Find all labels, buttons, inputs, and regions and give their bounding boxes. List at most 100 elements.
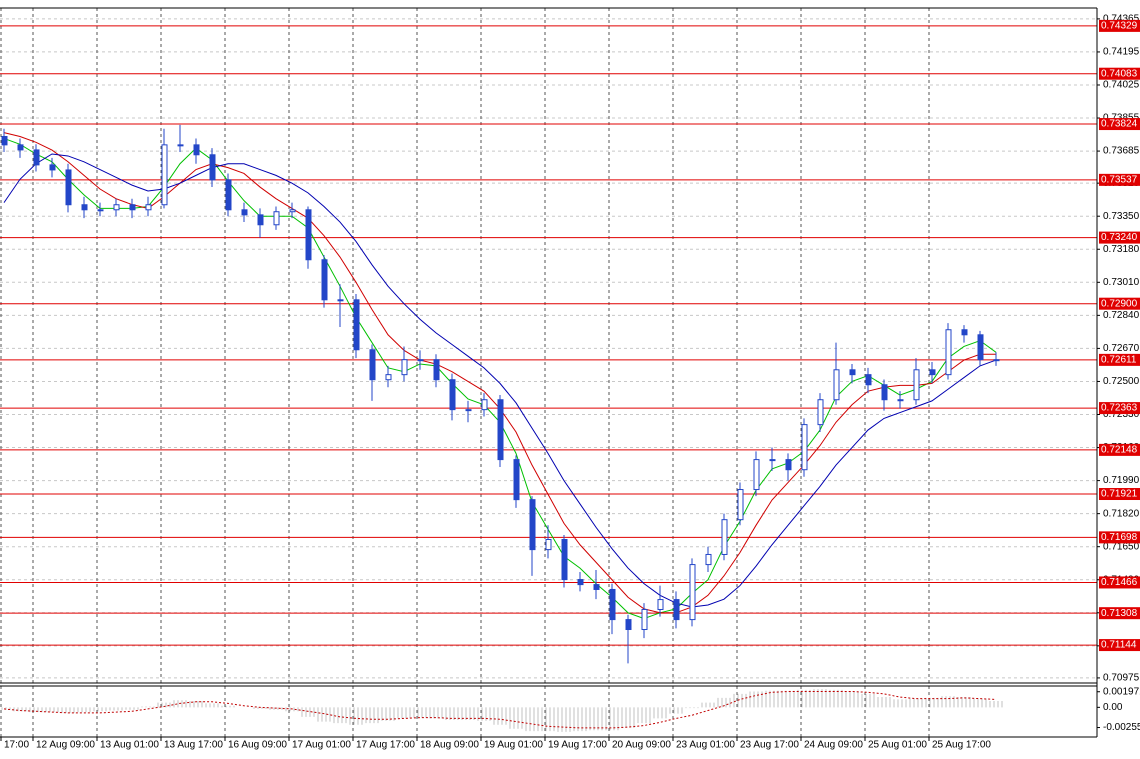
candle-body	[833, 369, 840, 401]
level-label: 0.71144	[1101, 640, 1137, 651]
x-tick-label: 19 Aug 17:00	[548, 740, 607, 751]
candle-body	[129, 204, 136, 211]
level-tag	[1099, 607, 1140, 620]
candle-body	[497, 399, 504, 461]
candle-body	[881, 384, 888, 401]
y-tick-label: 0.71820	[1103, 508, 1140, 519]
candle-body	[337, 299, 344, 302]
candle-body	[785, 459, 792, 471]
candle-body	[753, 459, 760, 491]
y-tick-label: 0.73685	[1103, 146, 1140, 157]
candle-body	[737, 489, 744, 521]
candle-body	[177, 144, 184, 147]
x-tick-label: 17:00	[4, 740, 29, 751]
candle-body	[161, 144, 168, 206]
level-tag	[1099, 402, 1140, 415]
grid	[0, 8, 1097, 737]
candle-body	[545, 539, 552, 551]
level-label: 0.74329	[1101, 21, 1138, 32]
candle-body	[993, 359, 1000, 362]
y-tick-label: 0.74365	[1103, 14, 1140, 25]
candle-body	[65, 169, 72, 206]
candle-body	[33, 149, 40, 166]
candle-body	[97, 209, 104, 212]
level-tag	[1099, 576, 1140, 589]
level-label: 0.72363	[1101, 403, 1138, 414]
x-tick-label: 17 Aug 01:00	[292, 740, 351, 751]
candle-body	[273, 211, 280, 226]
candle-body	[241, 209, 248, 216]
candle-body	[113, 204, 120, 211]
level-tag	[1099, 639, 1140, 652]
level-tag	[1099, 353, 1140, 366]
candle-body	[625, 619, 632, 631]
x-tick-label: 23 Aug 17:00	[740, 740, 799, 751]
candle-body	[353, 299, 360, 351]
x-tick-label: 25 Aug 17:00	[932, 740, 991, 751]
level-label: 0.71921	[1101, 489, 1138, 500]
candle-body	[609, 588, 616, 621]
candle-body	[657, 599, 664, 610]
candle-body	[289, 209, 296, 213]
level-label: 0.74083	[1101, 68, 1138, 79]
x-tick-label: 13 Aug 01:00	[100, 740, 159, 751]
candle-body	[577, 579, 584, 586]
y-tick-label: 0.73010	[1103, 277, 1140, 288]
candle-body	[417, 359, 424, 362]
y-tick-label: 0.73350	[1103, 211, 1140, 222]
candle-body	[865, 374, 872, 386]
moving-average	[3, 153, 997, 608]
candle-body	[689, 564, 696, 621]
y-tick-label: -0.00255	[1103, 722, 1140, 733]
oscillator	[1, 689, 1003, 732]
y-tick-label: 0.72840	[1103, 310, 1140, 321]
candle-body	[401, 359, 408, 376]
candle-body	[209, 154, 216, 181]
level-label: 0.72148	[1101, 445, 1138, 456]
candle-body	[385, 374, 392, 381]
level-label: 0.73824	[1101, 119, 1138, 130]
candle-body	[897, 399, 904, 402]
candle-body	[977, 334, 984, 361]
level-tag	[1099, 67, 1140, 80]
level-label: 0.71698	[1101, 532, 1138, 543]
candle-body	[369, 349, 376, 381]
level-label: 0.71466	[1101, 577, 1138, 588]
candle-body	[481, 399, 488, 411]
candle-body	[49, 164, 56, 171]
y-tick-label: 0.72330	[1103, 409, 1140, 420]
y-tick-label: 0.72500	[1103, 376, 1140, 387]
y-tick-label: 0.73180	[1103, 244, 1140, 255]
x-tick-label: 20 Aug 09:00	[612, 740, 671, 751]
signal-line	[3, 691, 997, 729]
y-tick-label: 0.72670	[1103, 343, 1140, 354]
y-tick-label: 0.71650	[1103, 541, 1140, 552]
candle-body	[305, 209, 312, 261]
candle-body	[1, 136, 8, 146]
candle-body	[849, 369, 856, 376]
level-label: 0.72900	[1101, 298, 1138, 309]
price-pane	[0, 25, 1097, 664]
x-tick-label: 18 Aug 09:00	[420, 740, 479, 751]
level-tag	[1099, 531, 1140, 544]
x-tick-label: 19 Aug 01:00	[484, 740, 543, 751]
candle-body	[801, 424, 808, 471]
y-tick-label: 0.74195	[1103, 47, 1140, 58]
level-label: 0.73240	[1101, 232, 1138, 243]
y-tick-label: 0.001971	[1103, 686, 1140, 697]
candle-body	[321, 259, 328, 301]
candle-body	[817, 399, 824, 426]
candle-body	[513, 459, 520, 501]
candle-body	[529, 499, 536, 551]
candle-body	[593, 584, 600, 590]
candle-body	[193, 144, 200, 156]
x-tick-label: 25 Aug 01:00	[868, 740, 927, 751]
y-tick-label: 0.74025	[1103, 80, 1140, 91]
x-tick-label: 24 Aug 09:00	[804, 740, 863, 751]
level-label: 0.72611	[1101, 355, 1137, 366]
candle-body	[145, 204, 152, 211]
x-tick-label: 17 Aug 17:00	[356, 740, 415, 751]
level-tag	[1099, 443, 1140, 456]
y-tick-label: 0.00	[1103, 702, 1123, 713]
